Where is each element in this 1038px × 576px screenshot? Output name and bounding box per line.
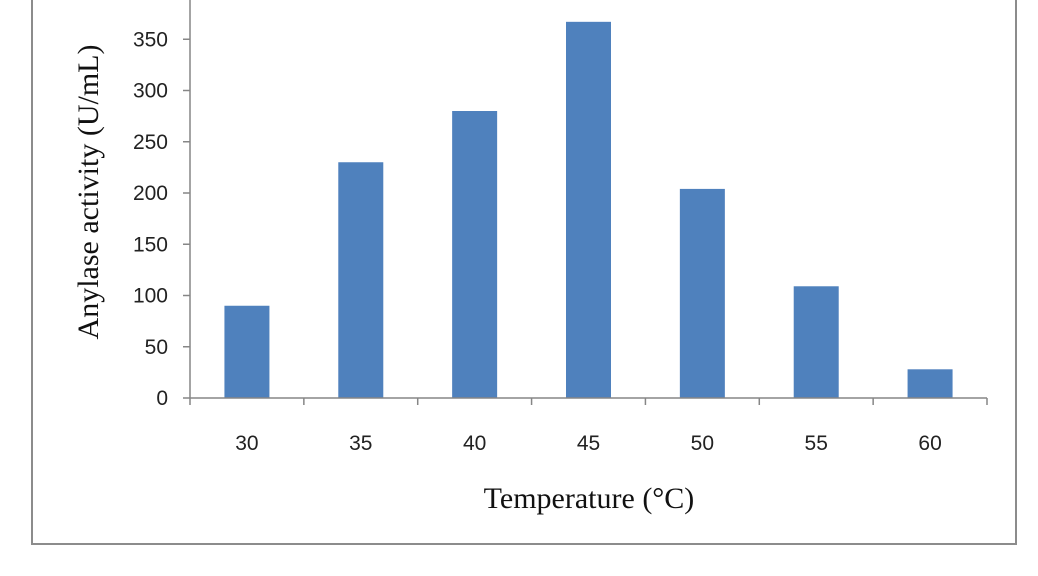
x-tick-label: 45: [577, 432, 600, 455]
bar-55: [793, 286, 839, 398]
y-tick-label: 100: [133, 285, 168, 308]
y-axis-ticks: 0 50 100 150 200 250 300 350: [133, 28, 190, 410]
x-tick-label: 60: [918, 432, 941, 455]
y-tick-label: 300: [133, 80, 168, 103]
bar-60: [907, 369, 953, 398]
bar-50: [679, 188, 725, 398]
x-tick-label: 55: [805, 432, 828, 455]
y-axis-title: Anylase activity (U/mL): [72, 45, 105, 340]
y-tick-label: 250: [133, 131, 168, 154]
bars: [224, 21, 953, 398]
bar-45: [566, 21, 611, 398]
y-tick-label: 200: [133, 182, 168, 205]
y-tick-label: 0: [156, 387, 168, 410]
y-tick-label: 350: [133, 28, 168, 51]
x-axis-ticks: 30 35 40 45 50 55 60: [189, 398, 988, 455]
bar-40: [452, 111, 498, 398]
x-tick-label: 30: [235, 432, 258, 455]
x-tick-label: 50: [691, 432, 714, 455]
x-tick-label: 35: [349, 432, 372, 455]
bar-35: [338, 162, 384, 398]
y-tick-label: 50: [145, 336, 168, 359]
x-axis-title: Temperature (°C): [484, 482, 695, 515]
chart-frame: [31, 0, 1017, 545]
x-tick-label: 40: [463, 432, 486, 455]
bar-30: [224, 305, 270, 398]
y-tick-label: 150: [133, 233, 168, 256]
